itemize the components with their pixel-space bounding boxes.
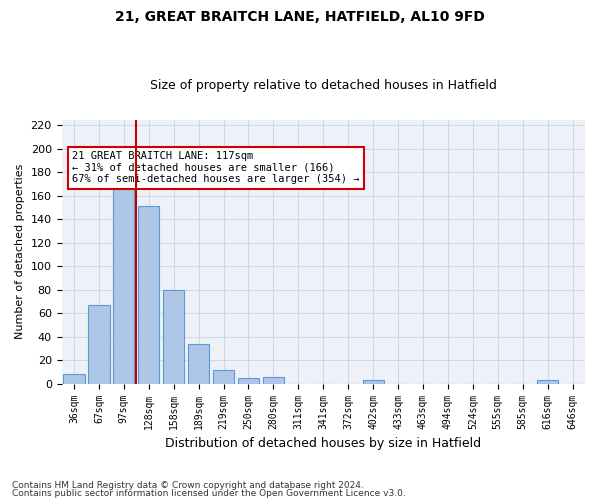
Bar — [113, 184, 134, 384]
Bar — [163, 290, 184, 384]
Bar — [64, 374, 85, 384]
Text: 21, GREAT BRAITCH LANE, HATFIELD, AL10 9FD: 21, GREAT BRAITCH LANE, HATFIELD, AL10 9… — [115, 10, 485, 24]
Bar — [263, 376, 284, 384]
Text: Contains HM Land Registry data © Crown copyright and database right 2024.: Contains HM Land Registry data © Crown c… — [12, 481, 364, 490]
Bar — [188, 344, 209, 384]
Bar — [88, 305, 110, 384]
Bar — [138, 206, 160, 384]
Bar — [238, 378, 259, 384]
Y-axis label: Number of detached properties: Number of detached properties — [15, 164, 25, 340]
Bar — [537, 380, 558, 384]
Bar — [362, 380, 384, 384]
Bar — [213, 370, 234, 384]
Title: Size of property relative to detached houses in Hatfield: Size of property relative to detached ho… — [150, 79, 497, 92]
Text: 21 GREAT BRAITCH LANE: 117sqm
← 31% of detached houses are smaller (166)
67% of : 21 GREAT BRAITCH LANE: 117sqm ← 31% of d… — [72, 152, 359, 184]
X-axis label: Distribution of detached houses by size in Hatfield: Distribution of detached houses by size … — [165, 437, 481, 450]
Text: Contains public sector information licensed under the Open Government Licence v3: Contains public sector information licen… — [12, 488, 406, 498]
